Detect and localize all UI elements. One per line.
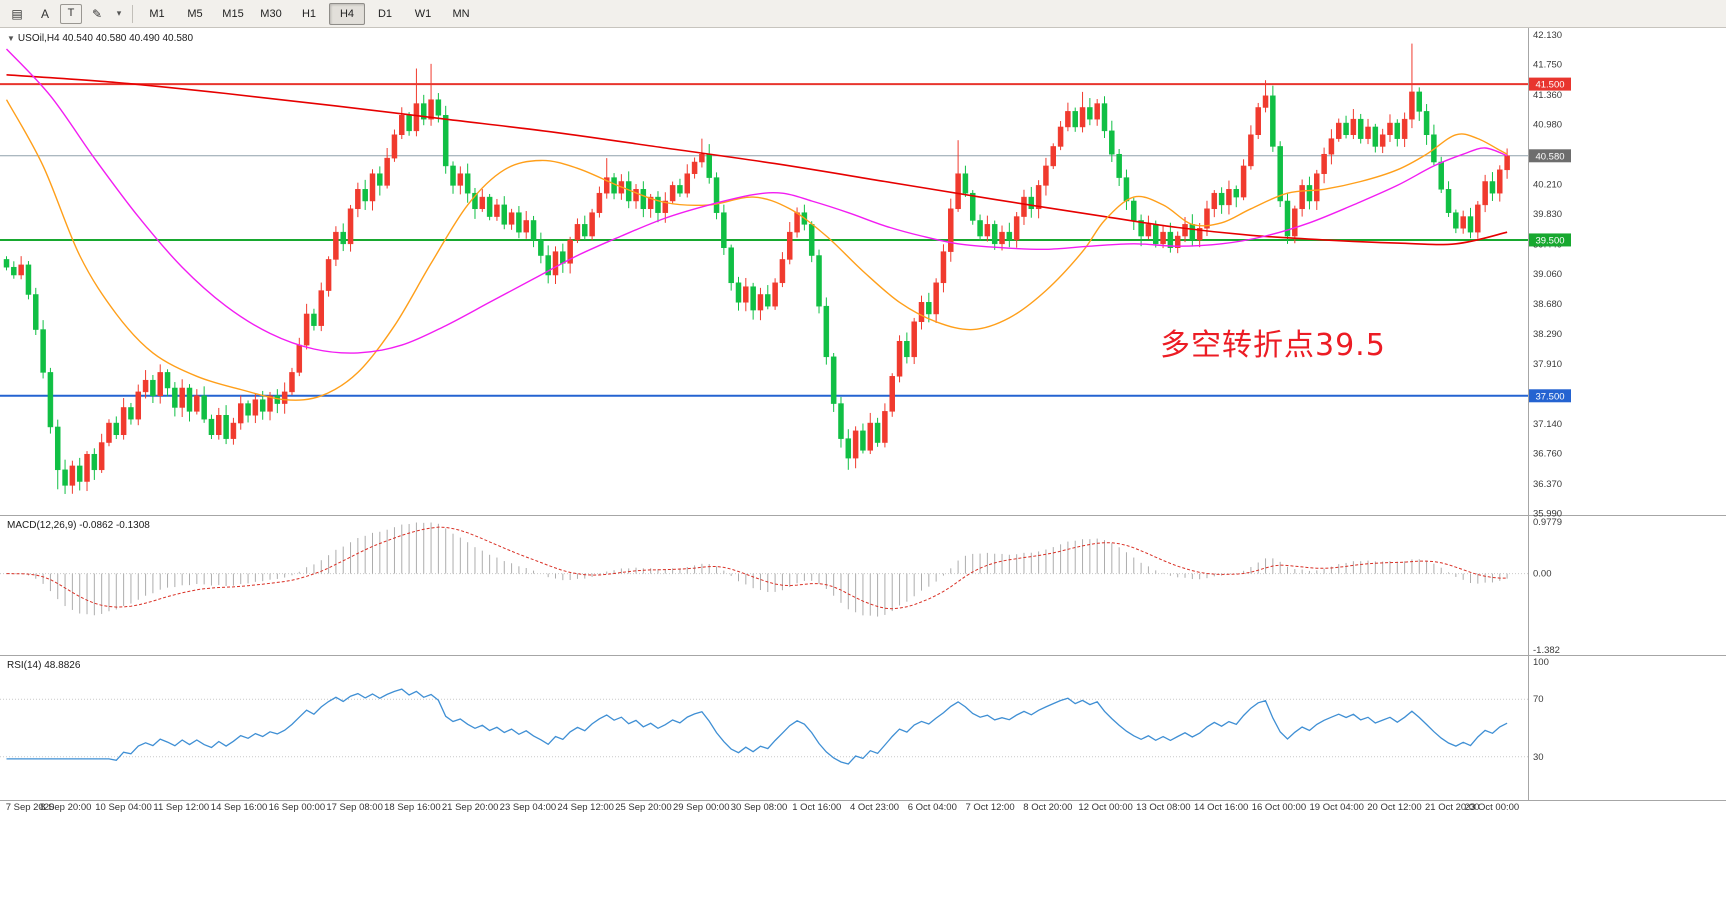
toolbar-icons-group: ▤ A T ✎ ▾ [3, 2, 127, 26]
timeframe-button-h4[interactable]: H4 [329, 2, 365, 25]
price-axis-label: 35.990 [1533, 508, 1562, 519]
macd-header: MACD(12,26,9) -0.0862 -0.1308 [7, 520, 150, 531]
price-axis-label: 36.760 [1533, 448, 1562, 459]
price-tag-label: 40.580 [1535, 151, 1564, 162]
price-axis-label: 39.060 [1533, 269, 1562, 280]
rsi-axis-label: 70 [1533, 694, 1544, 705]
price-axis-label: 41.360 [1533, 90, 1562, 101]
price-axis-label: 38.290 [1533, 329, 1562, 340]
macd-axis-label: 0.9779 [1533, 517, 1562, 528]
annotate-text-icon[interactable]: A [40, 6, 49, 21]
candles-layer [3, 43, 1510, 494]
time-axis-label[interactable]: 21 Oct 20:00 [1425, 802, 1479, 813]
time-axis-label[interactable]: 7 Oct 12:00 [966, 802, 1015, 813]
time-axis-label[interactable]: 12 Oct 00:00 [1078, 802, 1132, 813]
price-tag-37.500 [1529, 389, 1571, 403]
price-tag-39.500 [1529, 233, 1571, 247]
price-axis-label: 40.980 [1533, 120, 1562, 131]
main-chart-header: ▼ USOil,H4 40.540 40.580 40.490 40.580 [7, 33, 193, 44]
ma-long-red [6, 74, 1508, 246]
toolbar-separator [132, 4, 133, 23]
draw-tools-icon[interactable]: ✎ [91, 6, 103, 21]
timeframe-button-d1[interactable]: D1 [377, 7, 393, 20]
rsi-axis-label: 100 [1533, 657, 1549, 668]
time-axis-label[interactable]: 23 Sep 04:00 [500, 802, 557, 813]
price-tag-41.500 [1529, 77, 1571, 91]
timeframe-button-group: M1 M5 M15 M30 H1 H4 D1 W1 MN [138, 2, 480, 25]
horizontal-levels-layer [0, 83, 1528, 397]
time-axis-label[interactable]: 24 Sep 12:00 [557, 802, 614, 813]
time-axis-label[interactable]: 1 Oct 16:00 [792, 802, 841, 813]
time-axis-label[interactable]: 21 Sep 20:00 [442, 802, 499, 813]
price-axis-label: 38.680 [1533, 299, 1562, 310]
time-axis-label[interactable]: 16 Sep 00:00 [269, 802, 326, 813]
price-axis-label: 40.210 [1533, 180, 1562, 191]
time-axis-label[interactable]: 14 Sep 16:00 [211, 802, 268, 813]
rsi-header-text: RSI(14) 48.8826 [7, 660, 81, 671]
timeframe-button-h1[interactable]: H1 [301, 7, 317, 20]
macd-signal-line [6, 526, 1508, 610]
time-axis-label[interactable]: 10 Sep 04:00 [95, 802, 152, 813]
ma-mid-orange [5, 99, 1508, 401]
time-axis-label[interactable]: 6 Oct 04:00 [908, 802, 957, 813]
price-axis-label: 37.140 [1533, 419, 1562, 430]
time-axis-label[interactable]: 16 Oct 00:00 [1252, 802, 1306, 813]
rsi-axis-label: 30 [1533, 752, 1544, 763]
time-axis-label[interactable]: 7 Sep 2020 [6, 802, 55, 813]
price-chart-svg[interactable]: 42.13041.75041.36040.98040.21039.83039.4… [0, 28, 1726, 815]
axes-layer: 42.13041.75041.36040.98040.21039.83039.4… [0, 28, 1726, 813]
time-axis-label[interactable]: 30 Sep 08:00 [731, 802, 788, 813]
timeframe-button-mn[interactable]: MN [452, 7, 470, 20]
time-axis-label[interactable]: 8 Sep 20:00 [40, 802, 91, 813]
timeframe-button-m1[interactable]: M1 [149, 7, 165, 20]
timeframe-button-m15[interactable]: M15 [222, 7, 244, 20]
timeframe-button-w1[interactable]: W1 [414, 7, 432, 20]
time-axis-label[interactable]: 11 Sep 12:00 [153, 802, 209, 813]
time-axis-label[interactable]: 18 Sep 16:00 [384, 802, 441, 813]
macd-axis-label: 0.00 [1533, 569, 1552, 580]
price-tag-40.580 [1529, 149, 1571, 163]
timeframe-button-m5[interactable]: M5 [187, 7, 203, 20]
price-tag-label: 39.500 [1535, 235, 1564, 246]
main-chart-header-text: USOil,H4 40.540 40.580 40.490 40.580 [17, 33, 194, 44]
bottom-whitespace [0, 815, 1726, 899]
time-axis-label[interactable]: 13 Oct 08:00 [1136, 802, 1190, 813]
time-axis-label[interactable]: 29 Sep 00:00 [673, 802, 730, 813]
text-label-icon[interactable]: T [60, 3, 82, 24]
price-axis-label: 36.370 [1533, 479, 1562, 490]
chart-window[interactable]: ▼ USOil,H4 40.540 40.580 40.490 40.580 MA… [0, 28, 1726, 899]
timeframe-button-m30[interactable]: M30 [260, 7, 282, 20]
moving-averages-layer [5, 48, 1508, 401]
rsi-header: RSI(14) 48.8826 [7, 660, 80, 671]
charts-grid-icon[interactable]: ▤ [11, 6, 23, 21]
macd-header-text: MACD(12,26,9) -0.0862 -0.1308 [7, 520, 150, 531]
time-axis-label[interactable]: 23 Oct 00:00 [1465, 802, 1519, 813]
price-axis-label: 42.130 [1533, 30, 1562, 41]
symbol-arrow-icon: ▼ [7, 34, 15, 43]
rsi-layer [0, 688, 1528, 765]
ma-slow-magenta [5, 48, 1508, 354]
time-axis-label[interactable]: 8 Oct 20:00 [1023, 802, 1072, 813]
macd-layer [0, 522, 1528, 617]
time-axis-label[interactable]: 20 Oct 12:00 [1367, 802, 1421, 813]
dropdown-caret-icon[interactable]: ▾ [116, 8, 122, 18]
chart-annotation-text: 多空转折点39.5 [1160, 328, 1386, 363]
price-axis-label: 39.830 [1533, 209, 1562, 220]
price-tags-layer: 41.500 39.500 37.500 40.580 [1529, 77, 1571, 403]
price-tag-label: 37.500 [1535, 391, 1564, 402]
time-axis-label[interactable]: 17 Sep 08:00 [326, 802, 383, 813]
toolbar: ▤ A T ✎ ▾ M1 M5 M15 M30 H1 H4 D1 W1 MN [0, 0, 1726, 28]
price-tag-label: 41.500 [1535, 80, 1564, 91]
price-axis-label: 37.910 [1533, 359, 1562, 370]
price-axis-label: 41.750 [1533, 60, 1562, 71]
time-axis-label[interactable]: 14 Oct 16:00 [1194, 802, 1248, 813]
time-axis-label[interactable]: 4 Oct 23:00 [850, 802, 899, 813]
time-axis-label[interactable]: 19 Oct 04:00 [1309, 802, 1363, 813]
time-axis-label[interactable]: 25 Sep 20:00 [615, 802, 672, 813]
macd-axis-label: -1.382 [1533, 645, 1560, 656]
rsi-line [6, 688, 1508, 765]
